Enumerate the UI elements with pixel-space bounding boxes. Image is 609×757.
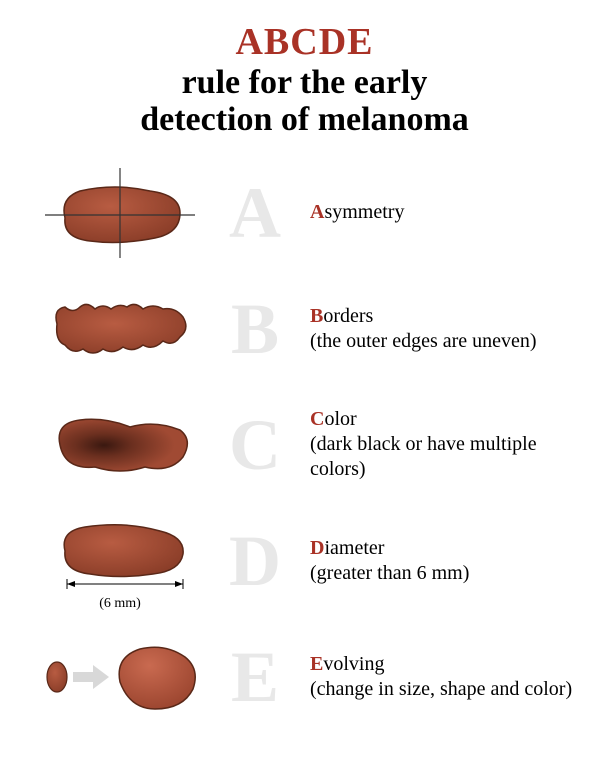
- big-letter-a: A: [210, 177, 300, 249]
- title-subtitle: rule for the early detection of melanoma: [30, 64, 579, 139]
- big-letter-d: D: [210, 525, 300, 597]
- asymmetry-icon: [35, 163, 205, 263]
- rule-row-b: B Borders (the outer edges are uneven): [30, 275, 579, 383]
- desc-a: Asymmetry: [300, 200, 579, 225]
- title-abcde: ABCDE: [30, 20, 579, 64]
- rule-row-a: A Asymmetry: [30, 159, 579, 267]
- big-letter-b: B: [210, 293, 300, 365]
- illustration-evolving: [30, 627, 210, 727]
- measure-label: (6 mm): [99, 596, 141, 612]
- evolving-icon: [35, 627, 205, 727]
- borders-icon: [35, 279, 205, 379]
- color-icon: [35, 395, 205, 495]
- rule-row-e: E Evolving (change in size, shape and co…: [30, 623, 579, 731]
- rules-list: A Asymmetry B Borders (the outer edges a…: [30, 159, 579, 731]
- desc-b: Borders (the outer edges are uneven): [300, 304, 579, 354]
- illustration-borders: [30, 279, 210, 379]
- desc-c: Color (dark black or have multiple color…: [300, 407, 579, 482]
- diameter-icon: [35, 509, 205, 594]
- illustration-diameter: (6 mm): [30, 509, 210, 612]
- rule-row-d: (6 mm) D Diameter (greater than 6 mm): [30, 507, 579, 615]
- desc-e: Evolving (change in size, shape and colo…: [300, 652, 579, 702]
- rule-row-c: C Color (dark black or have multiple col…: [30, 391, 579, 499]
- illustration-asymmetry: [30, 163, 210, 263]
- desc-d: Diameter (greater than 6 mm): [300, 536, 579, 586]
- header: ABCDE rule for the early detection of me…: [30, 20, 579, 139]
- illustration-color: [30, 395, 210, 495]
- big-letter-e: E: [210, 641, 300, 713]
- big-letter-c: C: [210, 409, 300, 481]
